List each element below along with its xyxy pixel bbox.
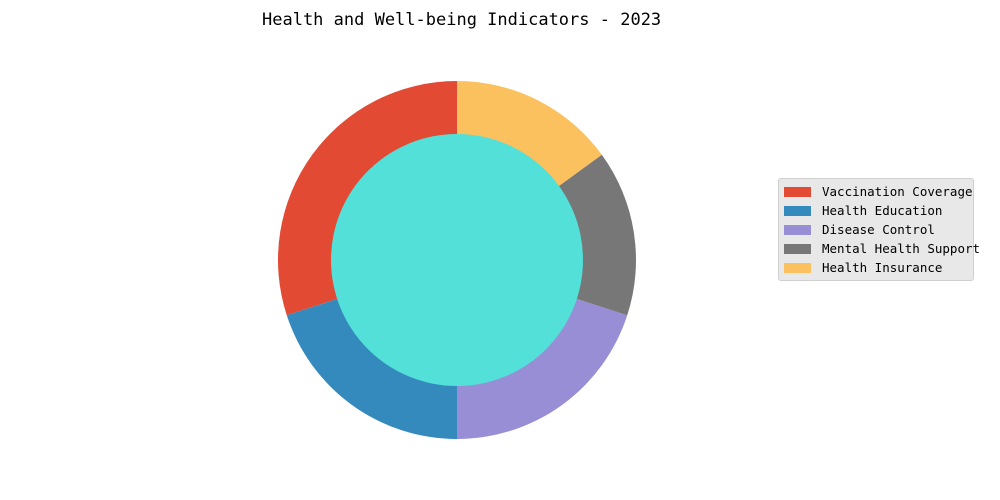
chart-title: Health and Well-being Indicators - 2023 <box>262 10 662 30</box>
legend-swatch <box>784 262 811 273</box>
legend-swatch <box>784 224 811 235</box>
legend-item-disease-control: Disease Control <box>784 220 967 239</box>
legend-label: Vaccination Coverage <box>822 184 973 199</box>
legend-label: Mental Health Support <box>822 241 981 256</box>
legend-item-health-education: Health Education <box>784 201 967 220</box>
legend-swatch <box>784 243 811 254</box>
legend-label: Disease Control <box>822 222 935 237</box>
donut-center <box>331 134 583 386</box>
legend-item-vaccination-coverage: Vaccination Coverage <box>784 182 973 201</box>
legend-swatch <box>784 205 811 216</box>
legend-label: Health Insurance <box>822 260 943 275</box>
legend: Vaccination Coverage Health Education Di… <box>778 178 980 281</box>
legend-item-health-insurance: Health Insurance <box>784 258 967 277</box>
legend-label: Health Education <box>822 203 943 218</box>
legend-item-mental-health-support: Mental Health Support <box>784 239 980 258</box>
legend-swatch <box>784 186 811 197</box>
